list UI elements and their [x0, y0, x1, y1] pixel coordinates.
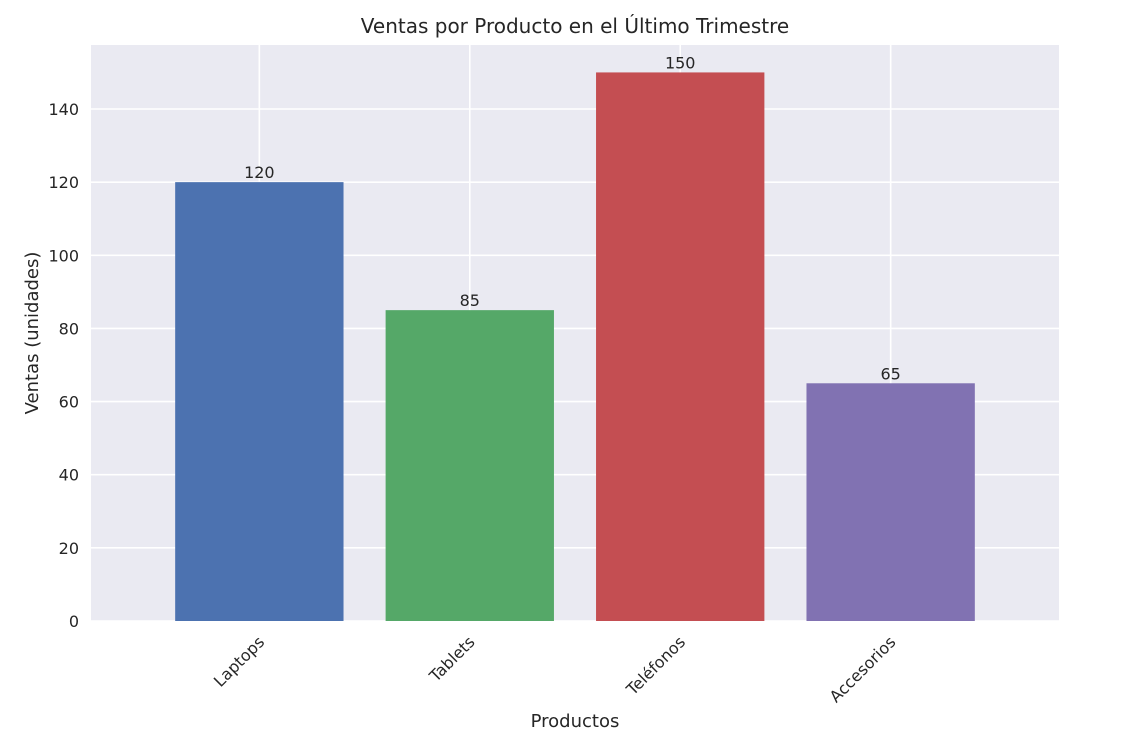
x-tick-label: Accesorios	[826, 632, 900, 706]
bar-tablets	[385, 310, 554, 621]
y-tick-label: 20	[59, 539, 79, 558]
bar-teléfonos	[596, 72, 765, 621]
bar-value-labels: 120 85 150 65	[244, 53, 901, 383]
y-tick-label: 80	[59, 319, 79, 338]
x-tick-label: Laptops	[210, 632, 268, 690]
chart-title: Ventas por Producto en el Último Trimest…	[361, 14, 789, 38]
bar-accesorios	[806, 383, 975, 621]
bar-value-label: 120	[244, 163, 275, 182]
x-axis-ticks: Laptops Tablets Teléfonos Accesorios	[210, 632, 900, 706]
y-tick-label: 40	[59, 466, 79, 485]
y-tick-label: 140	[48, 100, 79, 119]
bar-value-label: 85	[460, 291, 480, 310]
x-axis-label: Productos	[531, 711, 620, 732]
y-tick-label: 0	[69, 612, 79, 631]
y-axis-label: Ventas (unidades)	[22, 252, 43, 415]
x-tick-label: Teléfonos	[622, 632, 689, 699]
bar-value-label: 65	[880, 364, 900, 383]
bar-laptops	[175, 182, 344, 621]
bar-value-label: 150	[665, 53, 696, 72]
y-tick-label: 120	[48, 173, 79, 192]
y-tick-label: 100	[48, 246, 79, 265]
x-tick-label: Tablets	[425, 632, 479, 686]
y-axis-ticks: 0 20 40 60 80 100 120 140	[48, 100, 79, 631]
bars	[175, 72, 975, 621]
y-tick-label: 60	[59, 393, 79, 412]
